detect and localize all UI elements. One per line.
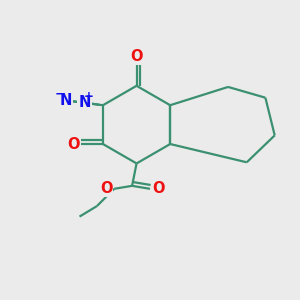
Text: O: O [67,136,80,152]
Text: O: O [152,181,164,196]
Text: O: O [130,49,143,64]
Text: O: O [100,181,112,196]
Text: N: N [78,95,91,110]
Text: N: N [60,93,72,108]
Text: +: + [83,90,93,103]
Text: −: − [54,87,65,101]
